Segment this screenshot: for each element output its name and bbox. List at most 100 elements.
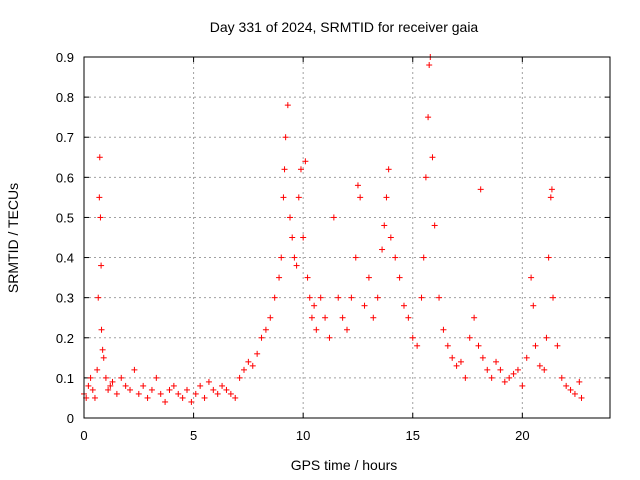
- data-point: [322, 314, 329, 321]
- data-point: [170, 382, 177, 389]
- data-point: [302, 158, 309, 165]
- y-tick-label: 0.3: [56, 291, 74, 306]
- data-point: [462, 374, 469, 381]
- data-point: [105, 386, 112, 393]
- data-point: [175, 390, 182, 397]
- data-point: [420, 254, 427, 261]
- data-point: [97, 214, 104, 221]
- data-point: [162, 398, 169, 405]
- data-point: [223, 386, 230, 393]
- data-point: [249, 362, 256, 369]
- data-point: [541, 366, 548, 373]
- data-point: [91, 394, 98, 401]
- x-tick-label: 20: [515, 428, 529, 443]
- data-point: [418, 294, 425, 301]
- data-point: [348, 294, 355, 301]
- data-point: [99, 346, 106, 353]
- data-point: [192, 390, 199, 397]
- data-point: [431, 222, 438, 229]
- data-point: [293, 262, 300, 269]
- x-tick-label: 10: [296, 428, 310, 443]
- data-point: [109, 378, 116, 385]
- data-point: [201, 394, 208, 401]
- data-point: [102, 374, 109, 381]
- data-point: [227, 390, 234, 397]
- data-point: [576, 378, 583, 385]
- data-point: [330, 214, 337, 221]
- data-point: [571, 390, 578, 397]
- data-point: [444, 342, 451, 349]
- data-point: [300, 234, 307, 241]
- data-point: [440, 326, 447, 333]
- data-point: [311, 302, 318, 309]
- data-point: [409, 334, 416, 341]
- data-point: [548, 186, 555, 193]
- grid-layer: [84, 57, 610, 418]
- data-point: [113, 390, 120, 397]
- data-point: [514, 366, 521, 373]
- data-point: [98, 262, 105, 269]
- data-point: [140, 382, 147, 389]
- data-point: [284, 102, 291, 109]
- y-tick-label: 0.8: [56, 90, 74, 105]
- x-tick-label: 5: [190, 428, 197, 443]
- data-point: [87, 374, 94, 381]
- data-point: [354, 182, 361, 189]
- data-point: [479, 354, 486, 361]
- data-points: [81, 54, 585, 405]
- data-point: [436, 294, 443, 301]
- data-point: [506, 374, 513, 381]
- data-point: [493, 358, 500, 365]
- y-tick-label: 0: [67, 411, 74, 426]
- data-point: [326, 334, 333, 341]
- data-point: [131, 366, 138, 373]
- data-point: [558, 374, 565, 381]
- data-point: [488, 374, 495, 381]
- data-point: [282, 134, 289, 141]
- data-point: [214, 390, 221, 397]
- data-point: [383, 194, 390, 201]
- data-point: [297, 166, 304, 173]
- data-point: [426, 62, 433, 69]
- data-point: [262, 326, 269, 333]
- data-point: [471, 314, 478, 321]
- y-axis-label: SRMTID / TECUs: [5, 183, 21, 293]
- data-point: [107, 382, 114, 389]
- data-point: [205, 378, 212, 385]
- data-point: [530, 302, 537, 309]
- data-point: [545, 254, 552, 261]
- y-tick-label: 0.1: [56, 371, 74, 386]
- data-point: [85, 382, 92, 389]
- data-point: [536, 362, 543, 369]
- data-point: [313, 326, 320, 333]
- data-point: [352, 254, 359, 261]
- data-point: [291, 254, 298, 261]
- data-point: [317, 294, 324, 301]
- data-point: [567, 386, 574, 393]
- data-point: [118, 374, 125, 381]
- data-point: [236, 374, 243, 381]
- data-point: [166, 386, 173, 393]
- data-point: [357, 194, 364, 201]
- data-point: [95, 294, 102, 301]
- data-point: [94, 366, 101, 373]
- plot-frame: [83, 56, 611, 419]
- data-point: [510, 370, 517, 377]
- data-point: [232, 394, 239, 401]
- data-point: [484, 366, 491, 373]
- data-point: [98, 326, 105, 333]
- data-point: [422, 174, 429, 181]
- data-point: [100, 354, 107, 361]
- data-point: [578, 394, 585, 401]
- tick-layer: 0 0.1 0.2 0.3 0.4 0.5 0.6 0.7 0.8 0.9 0 5 10 15 20: [56, 50, 610, 443]
- data-point: [144, 394, 151, 401]
- data-point: [287, 214, 294, 221]
- data-point: [122, 382, 129, 389]
- data-point: [374, 294, 381, 301]
- data-point: [245, 358, 252, 365]
- data-point: [532, 342, 539, 349]
- data-point: [280, 194, 287, 201]
- data-point: [370, 314, 377, 321]
- y-tick-label: 0.5: [56, 210, 74, 225]
- x-tick-label: 0: [80, 428, 87, 443]
